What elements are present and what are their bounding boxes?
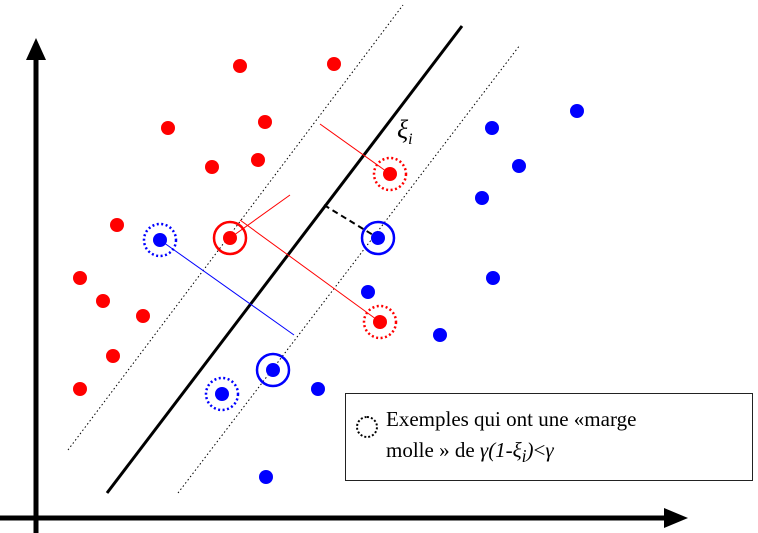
data-point-blue [259, 470, 273, 484]
data-point-red [106, 349, 120, 363]
data-point-red [223, 231, 237, 245]
margin-distance-red [319, 123, 391, 175]
soft-margin-ring-blue [142, 222, 178, 258]
data-point-red [373, 315, 387, 329]
data-point-blue [512, 159, 526, 173]
data-point-red [161, 121, 175, 135]
axes [0, 38, 688, 533]
class-red-points [73, 57, 397, 396]
data-point-red [383, 167, 397, 181]
margin-distance-red [239, 219, 381, 323]
data-point-blue [266, 363, 280, 377]
legend-line-2: molle » de γ(1-ξi)<γ [386, 438, 554, 467]
y-axis-arrowhead [26, 38, 46, 60]
data-point-blue [371, 231, 385, 245]
margin-distance-red [229, 194, 291, 239]
data-point-red [251, 153, 265, 167]
margin-boundary-upper [67, 4, 404, 451]
data-point-blue [485, 121, 499, 135]
data-point-blue [361, 285, 375, 299]
data-point-blue [475, 191, 489, 205]
data-point-red [136, 309, 150, 323]
data-point-blue [486, 271, 500, 285]
data-point-red [233, 59, 247, 73]
legend-box: Exemples qui ont une «marge molle » de γ… [345, 393, 753, 481]
class-blue-points [153, 104, 584, 484]
legend-line-1: Exemples qui ont une «marge [386, 407, 637, 431]
soft-margin-ring-red [362, 304, 398, 340]
data-point-red [205, 160, 219, 174]
dotted-circle-icon [356, 416, 378, 438]
support-vector-ring-blue [360, 220, 396, 256]
data-point-red [327, 57, 341, 71]
support-vector-ring-blue [255, 352, 291, 388]
data-point-blue [215, 387, 229, 401]
data-point-blue [311, 382, 325, 396]
data-point-red [96, 294, 110, 308]
separating-hyperplane [105, 25, 464, 494]
soft-margin-ring-red [372, 156, 408, 192]
legend-text: Exemples qui ont une «marge molle » de γ… [386, 404, 750, 472]
data-point-blue [153, 233, 167, 247]
x-axis-arrowhead [664, 508, 688, 528]
data-point-red [258, 115, 272, 129]
soft-margin-ring-blue [204, 376, 240, 412]
data-point-red [73, 382, 87, 396]
slack-variable-label: ξi [397, 115, 413, 149]
slack-distance-dashed [323, 204, 379, 239]
data-point-red [73, 271, 87, 285]
data-point-blue [433, 328, 447, 342]
margin-distance-blue [159, 239, 295, 336]
data-point-blue [570, 104, 584, 118]
support-vector-ring-red [212, 220, 248, 256]
data-point-red [110, 218, 124, 232]
